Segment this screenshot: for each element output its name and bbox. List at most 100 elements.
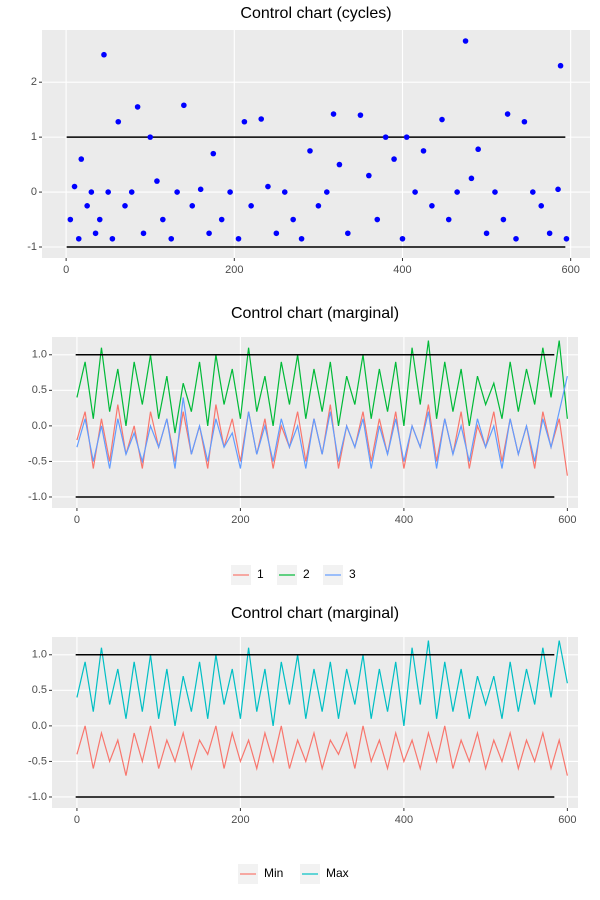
point (290, 216, 296, 223)
point (521, 118, 528, 125)
point (391, 156, 397, 162)
y-tick-label: -1.0 (28, 491, 47, 503)
point (174, 189, 180, 195)
x-tick-label: 400 (395, 514, 413, 526)
y-tick-label: -1 (27, 241, 37, 253)
point (366, 172, 372, 179)
point (420, 148, 427, 154)
x-tick-label: 600 (558, 814, 576, 826)
chart-title: Control chart (marginal) (231, 305, 399, 322)
legend-label: 2 (303, 567, 310, 581)
point (96, 216, 103, 223)
point (105, 189, 111, 195)
point (462, 38, 469, 44)
point (78, 156, 85, 162)
point (92, 230, 99, 237)
point (374, 216, 381, 223)
point (445, 216, 452, 223)
point (109, 235, 116, 242)
panel (52, 637, 578, 808)
x-tick-label: 0 (74, 514, 80, 526)
point (345, 230, 351, 237)
point (197, 186, 204, 193)
point (439, 116, 445, 123)
y-tick-label: 1.0 (32, 649, 47, 661)
point (189, 203, 196, 209)
point (147, 134, 154, 140)
legend-label: Min (264, 866, 283, 880)
series-line (76, 725, 568, 776)
x-tick-label: 0 (74, 814, 80, 826)
point (273, 230, 280, 237)
x-tick-label: 200 (225, 264, 243, 276)
point (336, 161, 343, 168)
y-tick-label: 0.0 (32, 720, 47, 732)
legend-label: 3 (349, 567, 356, 581)
series-line (76, 640, 568, 726)
y-tick-label: 1.0 (32, 349, 47, 361)
point (265, 183, 271, 190)
point (500, 216, 507, 223)
point (281, 189, 288, 195)
x-tick-label: 200 (231, 814, 249, 826)
point (298, 235, 305, 242)
point (248, 203, 254, 209)
legend-label: 1 (257, 567, 264, 581)
point (210, 150, 217, 157)
point (468, 175, 475, 182)
point (115, 118, 122, 125)
point (71, 183, 78, 190)
point (128, 189, 135, 195)
y-tick-label: 1 (31, 131, 37, 143)
point (492, 189, 498, 195)
point (513, 235, 519, 242)
point (218, 216, 225, 223)
point (412, 189, 418, 195)
point (530, 189, 536, 195)
point (88, 189, 95, 195)
point (181, 102, 187, 109)
point (429, 203, 435, 209)
point (307, 148, 313, 154)
x-tick-label: 400 (393, 264, 411, 276)
point (357, 112, 364, 118)
panel (42, 30, 590, 258)
y-tick-label: -1.0 (28, 791, 47, 803)
chart-title: Control chart (marginal) (231, 605, 399, 622)
point (546, 230, 553, 237)
point (504, 111, 511, 117)
x-tick-label: 0 (63, 264, 69, 276)
y-tick-label: -0.5 (28, 455, 47, 467)
y-tick-label: 0.5 (32, 684, 47, 696)
series-line (76, 340, 568, 434)
point (122, 203, 128, 209)
x-tick-label: 400 (395, 814, 413, 826)
point (403, 134, 410, 140)
point (134, 104, 141, 110)
point (382, 134, 389, 140)
point (330, 111, 337, 117)
point (483, 230, 490, 237)
point (475, 146, 481, 153)
point (227, 189, 233, 195)
point (324, 189, 330, 195)
point (75, 235, 82, 242)
y-tick-label: 0.5 (32, 384, 47, 396)
x-tick-label: 600 (561, 264, 579, 276)
y-tick-label: 2 (31, 76, 37, 88)
x-tick-label: 600 (558, 514, 576, 526)
y-tick-label: 0.0 (32, 420, 47, 432)
point (315, 203, 322, 209)
point (154, 178, 160, 184)
point (258, 116, 265, 122)
point (563, 235, 570, 242)
point (160, 216, 166, 223)
point (538, 203, 545, 209)
point (399, 235, 406, 242)
point (101, 51, 107, 58)
point (206, 230, 212, 237)
y-tick-label: -0.5 (28, 755, 47, 767)
point (140, 230, 147, 237)
